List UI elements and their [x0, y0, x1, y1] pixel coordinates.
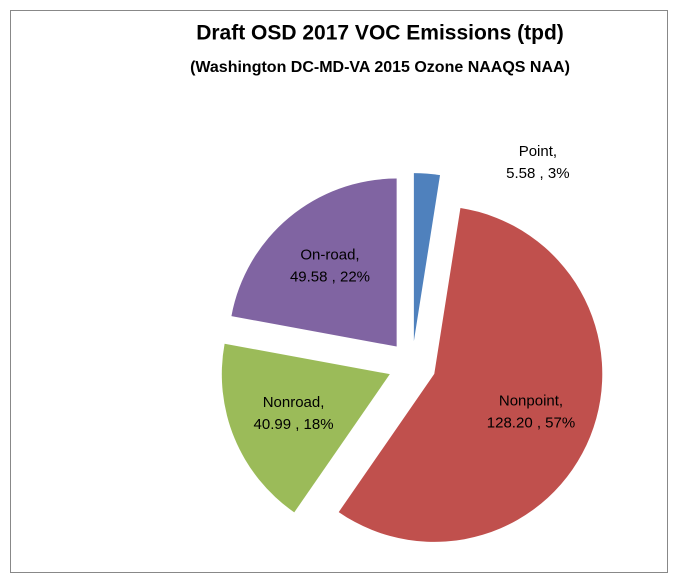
chart-title: Draft OSD 2017 VOC Emissions (tpd) [196, 22, 564, 45]
slice-label: Nonroad, [263, 394, 325, 411]
slice-label: Nonpoint, [499, 393, 563, 410]
slice-label: Point, [519, 143, 557, 160]
slice-value-label: 40.99 , 18% [254, 416, 334, 433]
pie-slice [413, 173, 441, 342]
pie-slice [338, 207, 603, 542]
pie-slice [221, 343, 390, 513]
chart-subtitle: (Washington DC-MD-VA 2015 Ozone NAAQS NA… [190, 59, 570, 76]
slice-value-label: 128.20 , 57% [487, 415, 575, 432]
slice-label: On-road, [300, 246, 359, 263]
slice-value-label: 5.58 , 3% [506, 165, 569, 182]
slice-value-label: 49.58 , 22% [290, 268, 370, 285]
pie-slice [231, 178, 397, 347]
